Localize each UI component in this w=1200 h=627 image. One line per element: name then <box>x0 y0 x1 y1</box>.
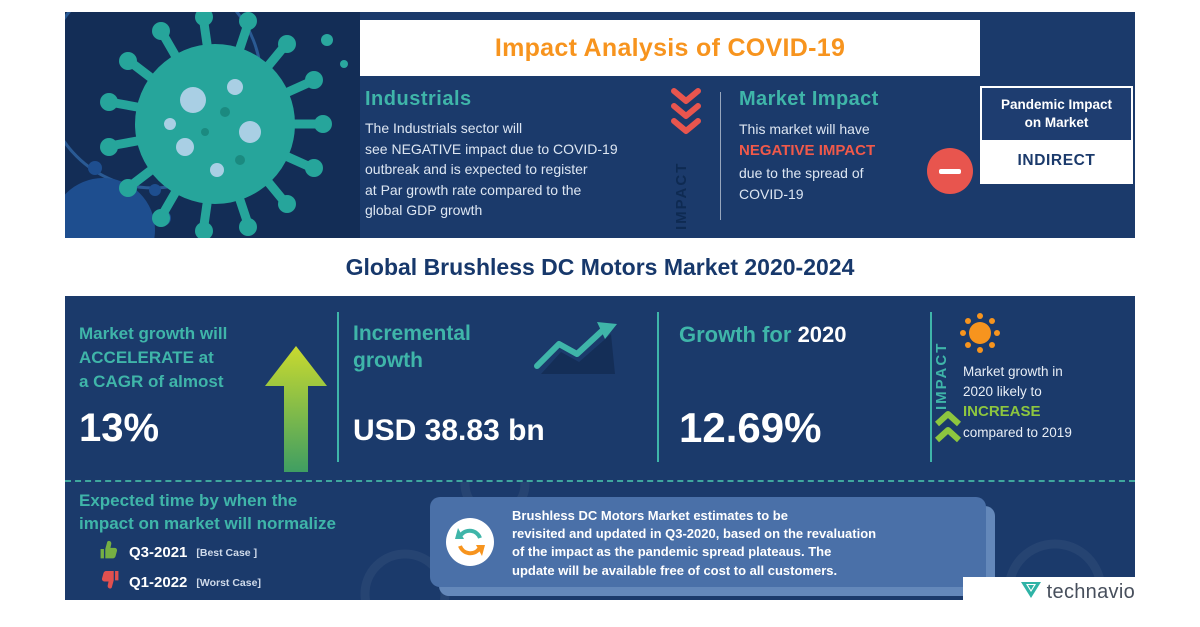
best-case-row: Q3-2021 [Best Case ] <box>99 540 257 565</box>
growth-heading: Growth for <box>679 322 792 347</box>
best-case-label: Q3-2021 <box>129 544 188 561</box>
cagr-value: 13% <box>79 406 160 451</box>
impact-line1: Market growth in 2020 likely to <box>963 364 1063 399</box>
pandemic-impact-box: Pandemic Impact on Market INDIRECT <box>980 86 1133 185</box>
minus-circle-icon <box>927 148 973 194</box>
worst-case-row: Q1-2022 [Worst Case] <box>99 570 261 595</box>
market-impact-block: Market Impact This market will have NEGA… <box>739 88 954 205</box>
worst-case-note: [Worst Case] <box>196 576 261 589</box>
impact-side-block: IMPACT Market <box>933 312 1135 472</box>
pandemic-box-value: INDIRECT <box>982 140 1131 183</box>
impact-down-chevrons-icon <box>671 88 701 141</box>
stats-divider <box>337 312 339 462</box>
stats-section: Market growth will ACCELERATE at a CAGR … <box>65 296 1135 482</box>
market-impact-heading: Market Impact <box>739 88 879 110</box>
growth-arrow-icon <box>265 346 327 477</box>
impact-line2: compared to 2019 <box>963 424 1072 440</box>
incremental-growth-stat: Incremental growth <box>353 320 471 375</box>
update-notice-box: Brushless DC Motors Market estimates to … <box>430 497 986 587</box>
stats-divider <box>657 312 659 462</box>
industrials-body: The Industrials sector will see NEGATIVE… <box>365 120 618 219</box>
market-impact-highlight: NEGATIVE IMPACT <box>739 142 876 159</box>
increase-chevrons-icon <box>934 410 962 449</box>
minus-bar <box>939 168 961 174</box>
market-impact-line1: This market will have <box>739 121 870 137</box>
covid-impact-section: Impact Analysis of COVID-19 Industrials … <box>65 12 1135 238</box>
stats-divider <box>930 312 932 462</box>
update-notice-text: Brushless DC Motors Market estimates to … <box>512 508 877 578</box>
cagr-lead-text: Market growth will ACCELERATE at a CAGR … <box>79 324 228 392</box>
page-title: Impact Analysis of COVID-19 <box>494 33 846 62</box>
impact-vertical-label: IMPACT <box>673 161 690 230</box>
technavio-logo: technavio <box>963 577 1135 608</box>
market-impact-line2: due to the spread of COVID-19 <box>739 164 864 202</box>
thumbs-down-icon <box>99 570 120 595</box>
cagr-stat: Market growth will ACCELERATE at a CAGR … <box>79 322 329 451</box>
market-title: Global Brushless DC Motors Market 2020-2… <box>345 253 855 280</box>
coronavirus-icon <box>65 12 348 238</box>
vertical-divider <box>720 92 721 220</box>
thumbs-up-icon <box>99 540 120 565</box>
refresh-arrows-icon <box>446 518 494 566</box>
growth-2020-stat: Growth for 2020 <box>679 322 847 348</box>
technavio-wordmark: technavio <box>1046 581 1135 603</box>
best-case-note: [Best Case ] <box>196 546 258 559</box>
incremental-heading: Incremental growth <box>353 322 471 373</box>
normalize-heading: Expected time by when the impact on mark… <box>79 491 336 533</box>
growth-value: 12.69% <box>679 404 822 451</box>
incremental-value: USD 38.83 bn <box>353 414 545 447</box>
industrials-block: Industrials The Industrials sector will … <box>365 88 670 221</box>
coronavirus-illustration <box>65 12 360 238</box>
orange-virus-icon <box>959 312 1001 359</box>
industrials-heading: Industrials <box>365 88 472 110</box>
impact-vertical-label: IMPACT <box>933 341 950 410</box>
impact-highlight: INCREASE <box>963 403 1041 421</box>
pandemic-box-title: Pandemic Impact on Market <box>982 88 1131 141</box>
technavio-logo-icon <box>1020 581 1041 604</box>
normalization-section: Expected time by when the impact on mark… <box>65 482 1135 600</box>
header-band: Impact Analysis of COVID-19 <box>360 20 980 76</box>
market-title-band: Global Brushless DC Motors Market 2020-2… <box>65 238 1135 296</box>
trend-line-icon <box>533 322 618 379</box>
normalize-block: Expected time by when the impact on mark… <box>79 490 336 536</box>
worst-case-label: Q1-2022 <box>129 574 188 591</box>
growth-year: 2020 <box>797 322 847 347</box>
infographic-frame: Impact Analysis of COVID-19 Industrials … <box>65 12 1135 600</box>
